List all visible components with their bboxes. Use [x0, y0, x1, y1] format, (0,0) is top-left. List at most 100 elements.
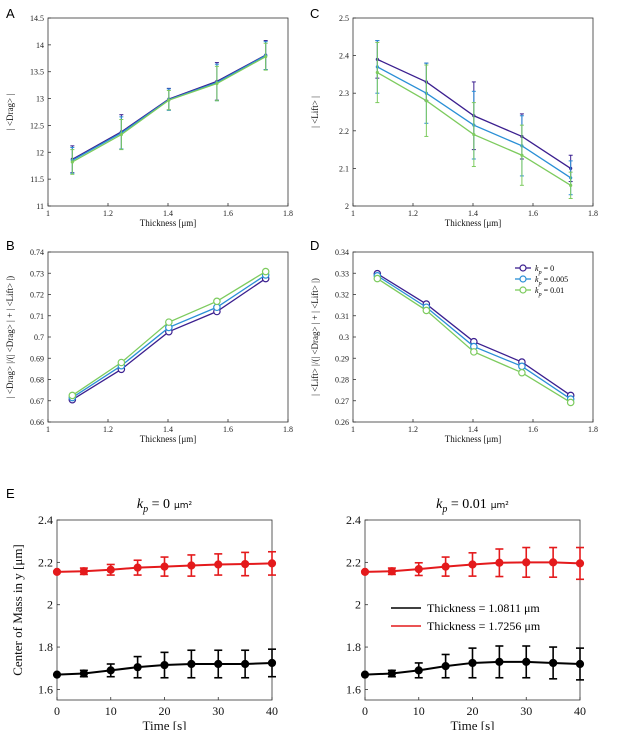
y-tick-label: 0.33 — [335, 269, 349, 278]
y-tick-label: 2.2 — [38, 555, 53, 569]
series-1 — [360, 546, 585, 581]
chart-title: kp = 0.01 μm² — [436, 497, 509, 515]
panel-label-c: C — [310, 6, 319, 21]
data-point — [360, 670, 370, 679]
y-tick-label: 0.27 — [335, 397, 349, 406]
data-point — [106, 666, 115, 675]
y-tick-label: 2.5 — [339, 14, 349, 23]
chart-e2: 0 10 20 30 40 1.6 1.8 2 2.2 2.4 Time [s] kp = 0.01 μ… — [346, 497, 586, 730]
y-tick-label: 0.31 — [335, 312, 349, 321]
data-point — [52, 567, 62, 576]
y-tick-label: 0.67 — [30, 397, 44, 406]
legend-marker — [519, 286, 527, 294]
y-axis-label: | <Drag> |/(| <Drag> | + | <Lift> |) — [5, 276, 15, 398]
legend-marker — [519, 275, 527, 283]
x-tick-label: 1.2 — [103, 425, 113, 434]
x-tick-label: 30 — [212, 704, 224, 718]
y-tick-label: 2 — [345, 202, 349, 211]
data-point — [549, 558, 558, 567]
y-tick-label: 2.4 — [38, 513, 53, 527]
y-tick-label: 1.8 — [38, 640, 53, 654]
panel-label-b: B — [6, 238, 15, 253]
x-axis-label: Thickness [μm] — [140, 434, 197, 444]
data-point — [387, 567, 396, 576]
y-tick-label: 12 — [36, 148, 44, 157]
data-point — [422, 306, 431, 315]
y-tick-label: 13.5 — [30, 68, 44, 77]
y-tick-label: 0.3 — [339, 333, 349, 342]
x-tick-label: 10 — [413, 704, 425, 718]
data-point — [133, 663, 142, 672]
data-point — [68, 391, 77, 400]
y-tick-label: 0.69 — [30, 354, 44, 363]
series-line — [71, 278, 267, 401]
x-tick-label: 1.2 — [103, 209, 113, 218]
y-tick-label: 2.3 — [339, 89, 349, 98]
data-point — [187, 659, 196, 669]
data-point — [133, 563, 142, 572]
x-tick-label: 1 — [351, 425, 355, 434]
y-tick-label: 2.4 — [346, 513, 361, 527]
data-point — [52, 670, 62, 679]
data-point — [160, 562, 169, 571]
data-point — [414, 565, 423, 574]
y-tick-label: 0.34 — [335, 248, 349, 257]
legend-label: kp = 0 — [535, 264, 554, 276]
data-point — [569, 183, 573, 187]
y-tick-label: 0.72 — [30, 291, 44, 300]
y-tick-label: 0.68 — [30, 376, 44, 385]
data-point — [387, 669, 396, 678]
y-tick-label: 0.26 — [335, 418, 349, 427]
y-tick-label: 11 — [36, 202, 44, 211]
x-axis-label: Time [s] — [143, 718, 187, 730]
y-axis-label: | <Drag> | — [5, 94, 15, 130]
series-0 — [68, 274, 270, 404]
x-tick-label: 1.8 — [283, 425, 293, 434]
y-tick-label: 14.5 — [30, 14, 44, 23]
data-point — [495, 657, 504, 666]
x-tick-label: 20 — [159, 704, 171, 718]
y-tick-label: 2.1 — [339, 164, 349, 173]
y-axis-label: | <Lift> |/(| <Drag> | + | <Lift> |) — [310, 278, 320, 396]
panel-label-e: E — [6, 486, 15, 501]
data-point — [424, 99, 428, 103]
data-point — [495, 558, 504, 567]
data-point — [160, 660, 169, 670]
y-tick-label: 2 — [355, 598, 361, 612]
data-point — [264, 55, 268, 59]
data-point — [241, 659, 250, 669]
data-point — [575, 659, 585, 669]
x-tick-label: 10 — [105, 704, 117, 718]
data-point — [267, 559, 277, 568]
y-tick-label: 1.6 — [38, 682, 53, 696]
data-point — [520, 153, 524, 157]
data-point — [518, 368, 526, 377]
y-axis-label: Center of Mass in y [μm] — [10, 544, 25, 676]
data-point — [522, 558, 531, 567]
data-point — [167, 98, 171, 102]
series-0 — [52, 648, 277, 679]
charts-layer: 1 1.2 1.4 1.6 1.81111.51212.51313.51414.5Thi… — [5, 14, 598, 730]
data-point — [522, 657, 531, 666]
y-tick-label: 12.5 — [30, 121, 44, 130]
y-tick-label: 2.2 — [339, 127, 349, 136]
data-point — [468, 560, 477, 569]
y-tick-label: 13 — [36, 95, 44, 104]
data-point — [472, 132, 476, 137]
chart-c: 1 1.2 1.4 1.6 1.8 2 2.1 2.2 2.3 2.4 2.5 Thickness [… — [310, 14, 598, 228]
y-axis-label: | <Lift> | — [310, 96, 320, 128]
data-point — [441, 662, 450, 671]
chart-d: 1 1.2 1.4 1.6 1.8 0.26 0.27 0.28 0.29 0.3 0.31 0.32… — [310, 248, 598, 444]
panel-label-d: D — [310, 238, 319, 253]
y-tick-label: 1.8 — [346, 640, 361, 654]
axes-frame — [47, 251, 289, 423]
x-tick-label: 0 — [54, 704, 60, 718]
data-point — [214, 659, 223, 669]
x-tick-label: 1.8 — [588, 425, 598, 434]
y-tick-label: 2.2 — [346, 555, 361, 569]
data-point — [119, 132, 123, 137]
series-2 — [70, 42, 268, 175]
data-point — [267, 658, 277, 668]
x-tick-label: 1 — [46, 209, 50, 218]
